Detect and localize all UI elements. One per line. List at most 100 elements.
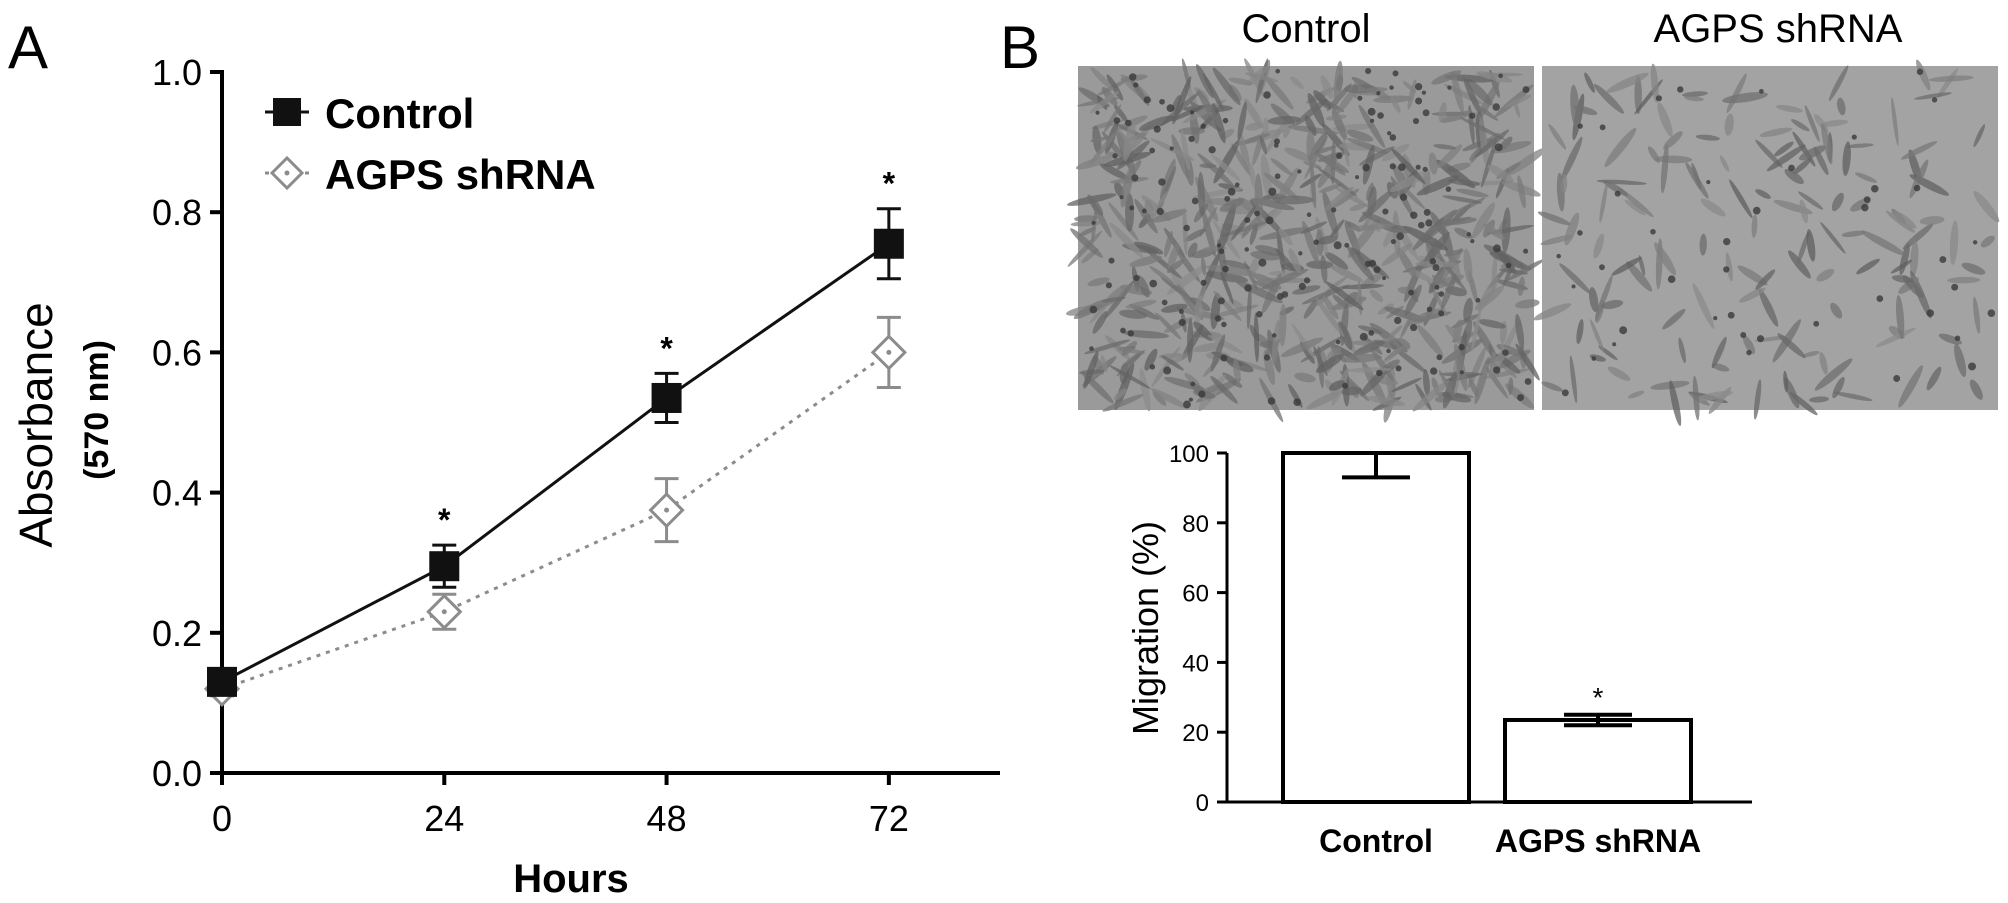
cell-nucleus [1298,282,1306,290]
cell-nucleus [1727,311,1735,319]
cell-nucleus [1863,196,1871,204]
x-tick-label: 24 [424,798,464,839]
cell-nucleus [1183,224,1190,232]
cell-shape [1482,223,1505,240]
cell-shape [1595,274,1613,321]
cell-nucleus [1713,315,1718,321]
cell-shape [1391,377,1422,392]
cell-shape [1678,337,1686,364]
cell-shape [1570,84,1580,128]
cell-nucleus [1190,110,1195,115]
cell-shape [1913,92,1952,100]
cell-shape [1241,214,1261,239]
cell-nucleus [1244,284,1252,292]
cell-shape [1317,235,1338,245]
cell-nucleus [1386,348,1391,354]
cell-nucleus [1746,349,1752,356]
cell-shape [1496,248,1516,274]
cell-shape [1161,355,1184,371]
cell-shape [1090,136,1108,143]
cell-shape [1184,373,1200,387]
cell-shape [1725,252,1733,282]
cell-nucleus [1166,104,1175,113]
cell-shape [1400,312,1414,339]
cell-shape [1505,147,1547,177]
cell-shape [1122,119,1136,162]
cell-shape [1330,219,1345,238]
cell-shape [1316,166,1358,197]
cell-shape [1515,343,1540,381]
cell-shape [1954,343,1967,378]
cell-nucleus [1813,320,1820,327]
cell-nucleus [1156,207,1164,216]
cell-nucleus [1893,375,1901,382]
cell-shape [1438,102,1447,123]
cell-shape [1695,134,1720,141]
cell-shape [1324,252,1349,270]
cell-nucleus [1224,195,1231,202]
cell-nucleus [1129,73,1137,81]
cell-shape [1197,171,1205,217]
cell-shape [1474,129,1510,158]
cell-nucleus [1221,321,1227,328]
cell-shape [1947,276,1981,284]
cell-shape [1505,94,1532,108]
cell-shape [1187,242,1198,258]
x-category-label: AGPS shRNA [1495,823,1701,859]
cell-shape [1541,381,1563,392]
cell-shape [1755,139,1783,168]
cell-nucleus [1113,117,1121,124]
cell-shape [1262,117,1269,135]
cell-nucleus [1357,95,1363,101]
cell-shape [1456,188,1489,198]
cell-nucleus [1561,389,1569,397]
cell-shape [1079,227,1096,237]
cell-nucleus [1342,382,1349,389]
cell-shape [1860,230,1906,256]
cell-shape [1117,140,1150,170]
cell-nucleus [1577,230,1583,236]
cell-shape [1172,76,1192,125]
cell-nucleus [1492,103,1500,111]
cell-nucleus [1335,339,1341,345]
cell-shape [1100,354,1108,373]
cell-shape [1392,345,1427,374]
cell-nucleus [1706,180,1711,185]
cell-shape [1155,312,1182,340]
cell-shape [1685,162,1709,199]
cell-nucleus [1426,306,1433,313]
cell-shape [1206,271,1249,283]
cell-nucleus [1410,211,1418,219]
cell-shape [1926,366,1942,391]
cell-shape [1569,355,1578,404]
cell-shape [1253,312,1260,363]
cell-nucleus [1124,119,1132,127]
cell-shape [1973,190,2000,223]
bar [1503,717,1693,804]
legend-label-shrna: AGPS shRNA [325,151,596,198]
cell-nucleus [1438,310,1445,317]
cell-nucleus [1271,333,1277,338]
cell-nucleus [1394,316,1402,325]
cell-shape [1515,313,1525,350]
shrna-image-label: AGPS shRNA [1654,7,1903,51]
cell-nucleus [1788,164,1795,172]
cell-shape [1206,265,1257,276]
cell-shape [1101,296,1126,303]
cell-shape [1092,310,1108,334]
cell-shape [1601,299,1624,310]
cell-shape [1891,97,1899,146]
cell-nucleus [1149,147,1156,154]
cell-shape [1244,72,1279,83]
cell-shape [1915,59,1931,91]
x-tick-label: 0 [212,798,232,839]
cell-shape [1407,79,1417,110]
cell-nucleus [1951,283,1959,291]
cell-nucleus [1871,185,1879,193]
cell-shape [1129,255,1163,267]
cell-shape [1358,104,1386,149]
cell-shape [1292,285,1321,295]
cell-nucleus [1434,284,1440,290]
cell-shape [1280,337,1324,358]
cell-shape [1694,390,1733,402]
